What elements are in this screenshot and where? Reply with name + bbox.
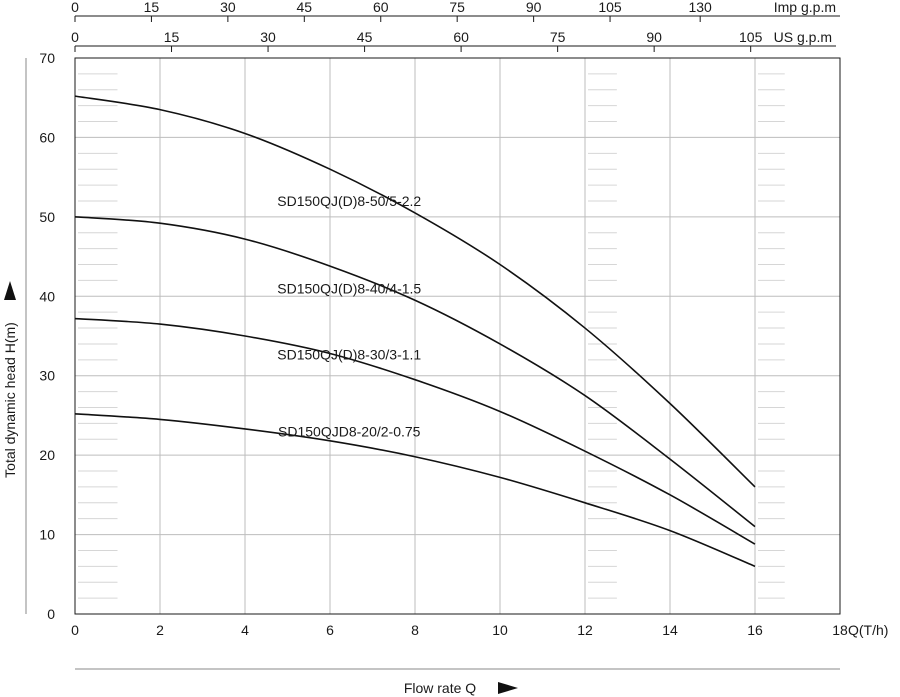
y-tick-label: 50 xyxy=(39,209,55,225)
series-line xyxy=(74,95,756,488)
x-axis-title: Flow rate Q xyxy=(404,680,476,696)
y-tick-label: 0 xyxy=(47,606,55,622)
series-label: SD150QJ(D)8-30/3-1.1 xyxy=(277,346,421,362)
x-tick-label: 10 xyxy=(492,622,508,638)
top-axis-tick-label: 130 xyxy=(688,0,712,15)
major-gridlines xyxy=(75,58,840,614)
top-axis-tick-label: 60 xyxy=(453,29,469,45)
performance-curves xyxy=(74,95,756,568)
x-axis: 0 2 4 6 8 10 12 14 16 18 xyxy=(71,622,848,638)
arrow-up-icon xyxy=(4,281,16,300)
arrow-right-icon xyxy=(498,682,518,694)
top-axis-tick-label: 105 xyxy=(739,29,763,45)
y-axis-title: Total dynamic head H(m) xyxy=(2,322,18,478)
top-axis-tick-label: 105 xyxy=(598,0,622,15)
y-tick-label: 60 xyxy=(39,129,55,145)
x-tick-label: 14 xyxy=(662,622,678,638)
x-tick-label: 4 xyxy=(241,622,249,638)
series-line xyxy=(74,413,756,568)
top-axis-tick-label: 45 xyxy=(357,29,373,45)
x-tick-label: 0 xyxy=(71,622,79,638)
top-axes: 0 15 30 45 60 75 90 105 130 Imp g.p.m0 15 30 45 60 75 9… xyxy=(71,0,840,52)
series-label: SD150QJD8-20/2-0.75 xyxy=(278,423,421,439)
x-tick-label: 2 xyxy=(156,622,164,638)
top-axis-tick-label: 15 xyxy=(164,29,180,45)
top-axis-tick-label: 75 xyxy=(449,0,465,15)
top-axis-tick-label: 60 xyxy=(373,0,389,15)
top-axis-tick-label: 30 xyxy=(220,0,236,15)
top-axis-tick-label: 30 xyxy=(260,29,276,45)
x-tick-label: 6 xyxy=(326,622,334,638)
y-tick-label: 70 xyxy=(39,50,55,66)
top-axis-tick-label: 15 xyxy=(144,0,160,15)
top-axis-tick-label: 0 xyxy=(71,0,79,15)
curve-labels: SD150QJ(D)8-50/5-2.2 SD150QJ(D)8-40/4-1.5… xyxy=(277,193,421,439)
top-axis-title: Imp g.p.m xyxy=(774,0,836,15)
x-tick-label: 8 xyxy=(411,622,419,638)
top-axis-tick-label: 0 xyxy=(71,29,79,45)
plot-frame xyxy=(74,57,841,615)
top-axis-title: US g.p.m xyxy=(774,29,832,45)
y-tick-label: 10 xyxy=(39,527,55,543)
series-line xyxy=(74,317,756,545)
series-label: SD150QJ(D)8-50/5-2.2 xyxy=(277,193,421,209)
y-tick-label: 20 xyxy=(39,447,55,463)
minor-gridlines xyxy=(78,73,785,599)
top-axis-tick-label: 75 xyxy=(550,29,566,45)
x-unit-label: Q(T/h) xyxy=(848,622,888,638)
x-tick-label: 16 xyxy=(747,622,763,638)
top-axis-tick-label: 90 xyxy=(646,29,662,45)
y-tick-label: 30 xyxy=(39,368,55,384)
y-tick-label: 40 xyxy=(39,288,55,304)
x-tick-label: 12 xyxy=(577,622,593,638)
y-axis: 0 10 20 30 40 50 60 70 xyxy=(39,50,55,622)
top-axis-tick-label: 45 xyxy=(297,0,313,15)
series-label: SD150QJ(D)8-40/4-1.5 xyxy=(277,280,421,296)
top-axis-tick-label: 90 xyxy=(526,0,542,15)
x-tick-label: 18 xyxy=(832,622,848,638)
series-line xyxy=(74,216,756,528)
